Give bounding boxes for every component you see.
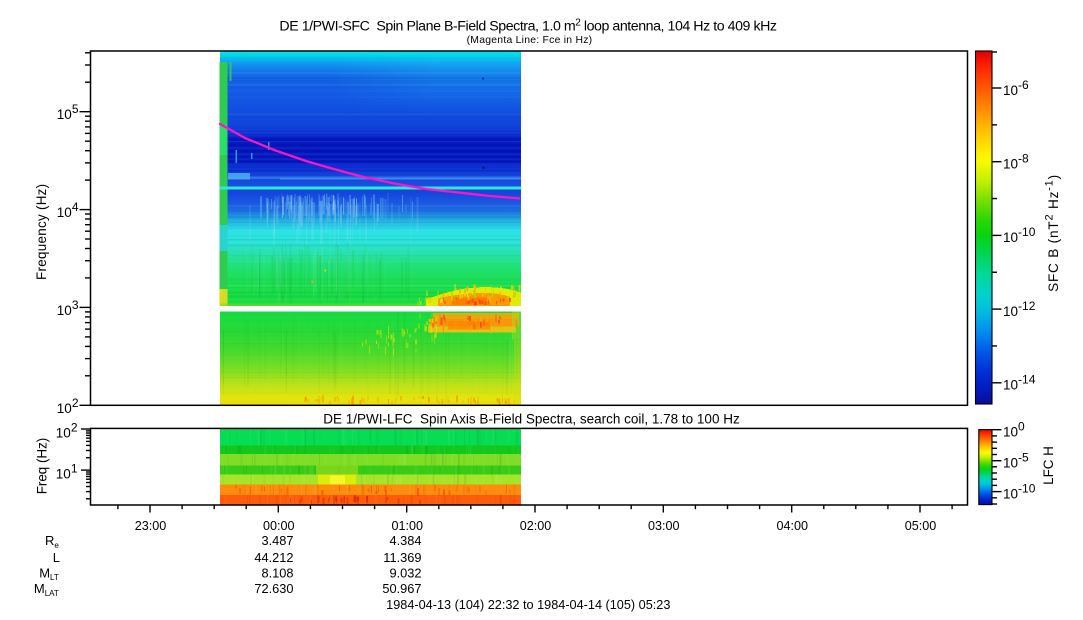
- svg-text:Frequency (Hz): Frequency (Hz): [34, 184, 49, 280]
- svg-text:LFC H: LFC H: [1041, 446, 1056, 485]
- svg-text:44.212: 44.212: [254, 550, 293, 565]
- svg-text:50.967: 50.967: [382, 581, 421, 596]
- svg-text:4.384: 4.384: [389, 533, 421, 548]
- svg-text:9.032: 9.032: [389, 565, 421, 580]
- svg-text:72.630: 72.630: [254, 581, 293, 596]
- svg-text:03:00: 03:00: [648, 519, 680, 533]
- svg-text:05:00: 05:00: [905, 519, 937, 533]
- svg-text:00:00: 00:00: [263, 519, 295, 533]
- svg-text:DE 1/PWI-LFC Spin Axis B-Fiel: DE 1/PWI-LFC Spin Axis B-Field Spectra, …: [323, 411, 740, 426]
- svg-text:04:00: 04:00: [776, 519, 808, 533]
- svg-text:01:00: 01:00: [391, 519, 423, 533]
- svg-text:1984-04-13 (104) 22:32 to 1984: 1984-04-13 (104) 22:32 to 1984-04-14 (10…: [386, 598, 670, 612]
- svg-text:L: L: [53, 550, 60, 565]
- svg-text:02:00: 02:00: [520, 519, 552, 533]
- svg-text:Freq (Hz): Freq (Hz): [35, 438, 50, 495]
- svg-text:11.369: 11.369: [383, 550, 421, 565]
- svg-text:SFC B (nT2 Hz-1): SFC B (nT2 Hz-1): [1044, 174, 1062, 292]
- svg-text:23:00: 23:00: [135, 519, 167, 533]
- svg-text:DE 1/PWI-SFC Spin Plane B-Fie: DE 1/PWI-SFC Spin Plane B-Field Spectra,…: [279, 18, 776, 35]
- svg-text:3.487: 3.487: [261, 533, 293, 548]
- svg-text:8.108: 8.108: [261, 565, 293, 580]
- svg-text:(Magenta Line: Fce in Hz): (Magenta Line: Fce in Hz): [467, 35, 593, 46]
